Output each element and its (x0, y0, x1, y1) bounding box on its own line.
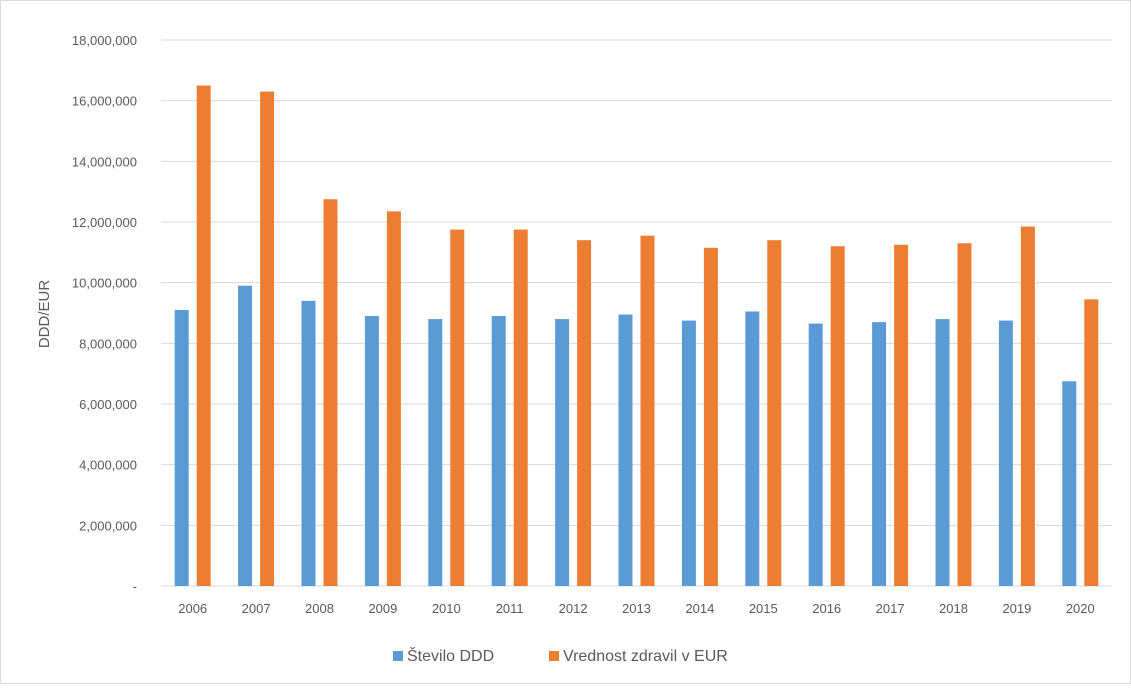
legend-label: Število DDD (407, 646, 494, 665)
y-tick-label: 6,000,000 (79, 397, 137, 412)
legend-swatch (393, 651, 403, 661)
y-tick-label: - (133, 579, 137, 594)
bar-stevilo-ddd-2013 (618, 314, 633, 586)
x-tick-label: 2009 (368, 601, 397, 616)
bar-stevilo-ddd-2011 (491, 316, 506, 586)
bar-vrednost-eur-2011 (513, 229, 528, 587)
y-axis-label: DDD/EUR (36, 280, 53, 349)
x-tick-label: 2015 (749, 601, 778, 616)
x-tick-label: 2010 (432, 601, 461, 616)
legend: Število DDD Vrednost zdravil v EUR (393, 646, 728, 665)
bar-stevilo-ddd-2012 (555, 319, 570, 586)
x-tick-label: 2008 (305, 601, 334, 616)
bar-vrednost-eur-2018 (957, 243, 972, 586)
x-tick-label: 2012 (559, 601, 588, 616)
bar-stevilo-ddd-2017 (872, 322, 887, 586)
bar-vrednost-eur-2016 (830, 246, 845, 586)
y-tick-label: 4,000,000 (79, 458, 137, 473)
bar-stevilo-ddd-2018 (935, 319, 950, 586)
bar-vrednost-eur-2009 (386, 211, 401, 586)
grid-lines (161, 39, 1112, 587)
y-tick-label: 18,000,000 (72, 33, 137, 48)
bar-vrednost-eur-2019 (1020, 226, 1035, 587)
y-tick-label: 10,000,000 (72, 276, 137, 291)
bar-vrednost-eur-2008 (323, 199, 338, 586)
x-tick-label: 2014 (685, 601, 714, 616)
bar-vrednost-eur-2015 (767, 240, 782, 586)
bar-stevilo-ddd-2009 (364, 316, 379, 586)
x-tick-label: 2006 (178, 601, 207, 616)
bar-stevilo-ddd-2006 (174, 309, 189, 586)
x-tick-label: 2018 (939, 601, 968, 616)
bar-vrednost-eur-2010 (450, 229, 465, 587)
bars (174, 85, 1099, 587)
y-tick-label: 16,000,000 (72, 94, 137, 109)
bar-stevilo-ddd-2008 (301, 300, 316, 586)
bar-stevilo-ddd-2010 (428, 319, 443, 586)
y-tick-label: 12,000,000 (72, 215, 137, 230)
x-tick-label: 2007 (242, 601, 271, 616)
x-tick-label: 2013 (622, 601, 651, 616)
bar-stevilo-ddd-2020 (1062, 381, 1077, 586)
y-tick-label: 8,000,000 (79, 336, 137, 351)
x-tick-label: 2011 (496, 601, 524, 616)
y-tick-label: 2,000,000 (79, 518, 137, 533)
legend-swatch (549, 651, 559, 661)
bar-stevilo-ddd-2019 (998, 320, 1013, 586)
bar-vrednost-eur-2014 (703, 247, 718, 587)
x-tick-label: 2016 (812, 601, 841, 616)
bar-vrednost-eur-2006 (196, 85, 211, 586)
x-axis-tick-labels: 2006 2007 2008 2009 2010 2011 2012 2013 2014 2015… (178, 601, 1095, 616)
x-tick-label: 2020 (1066, 601, 1095, 616)
legend-label: Vrednost zdravil v EUR (563, 648, 728, 665)
x-tick-label: 2017 (876, 601, 905, 616)
bar-stevilo-ddd-2016 (808, 323, 823, 586)
x-tick-label: 2019 (1002, 601, 1031, 616)
y-axis-tick-labels: - 2,000,000 4,000,000 6,000,000 8,000,000 10,… (72, 33, 137, 594)
bar-vrednost-eur-2017 (894, 244, 909, 586)
bar-stevilo-ddd-2014 (681, 320, 696, 586)
bar-stevilo-ddd-2015 (745, 311, 760, 586)
bar-stevilo-ddd-2007 (238, 285, 253, 586)
bar-vrednost-eur-2013 (640, 235, 655, 586)
y-tick-label: 14,000,000 (72, 154, 137, 169)
bar-vrednost-eur-2007 (260, 91, 275, 587)
bar-vrednost-eur-2020 (1084, 299, 1099, 586)
bar-vrednost-eur-2012 (577, 240, 592, 586)
